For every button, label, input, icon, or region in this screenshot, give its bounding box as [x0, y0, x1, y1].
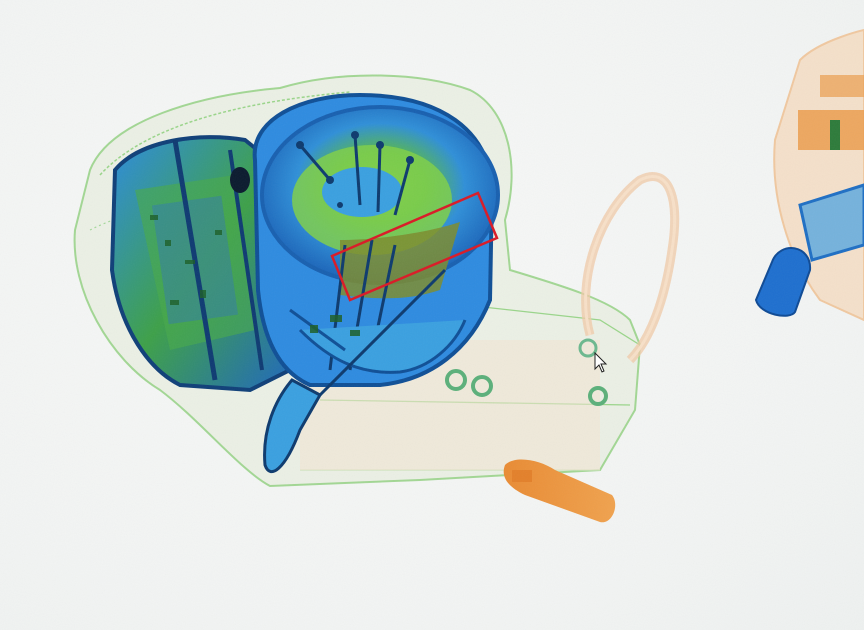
threat-highlight-box[interactable]: [330, 191, 499, 302]
mouse-cursor-icon: [594, 352, 608, 373]
